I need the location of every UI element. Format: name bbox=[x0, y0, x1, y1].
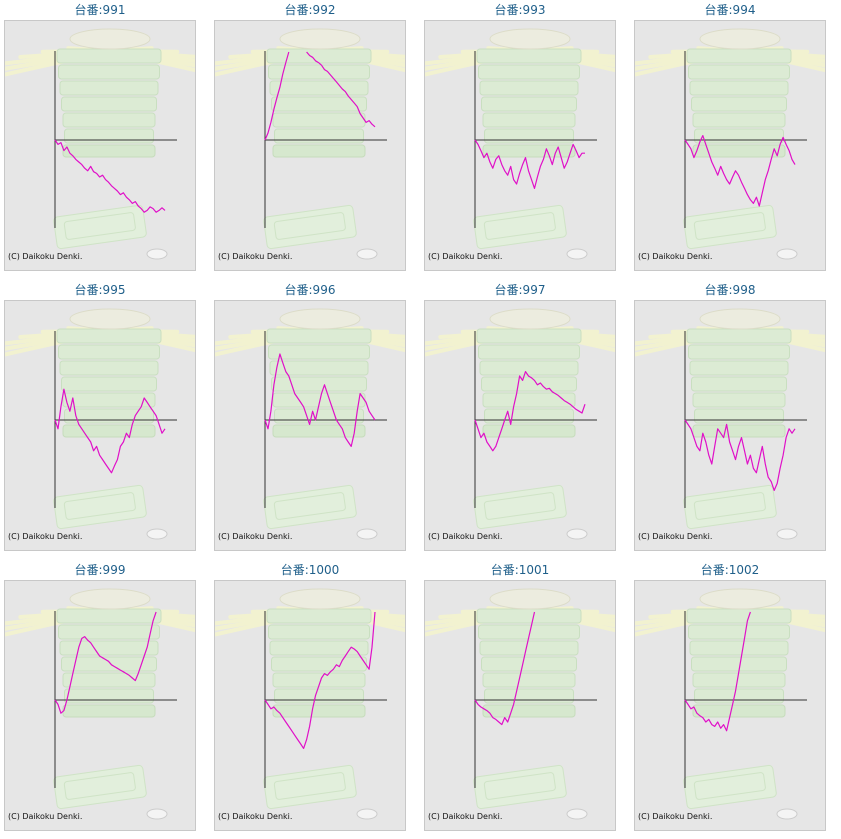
machine-number-title[interactable]: 台番:994 bbox=[704, 3, 756, 17]
slump-line bbox=[684, 611, 751, 732]
slump-line bbox=[264, 353, 376, 447]
copyright-text: (C) Daikoku Denki. bbox=[218, 532, 293, 541]
copyright-text: (C) Daikoku Denki. bbox=[8, 532, 83, 541]
machine-chart-1002: 台番:1002 (C) Daikoku Denki. bbox=[634, 560, 826, 831]
chart-panel: (C) Daikoku Denki. bbox=[634, 300, 826, 551]
machine-chart-994: 台番:994 (C) Daikoku Denki. bbox=[634, 0, 826, 271]
copyright-text: (C) Daikoku Denki. bbox=[638, 532, 713, 541]
slump-graph bbox=[5, 28, 195, 260]
slump-line bbox=[474, 370, 586, 452]
machine-illustration bbox=[5, 28, 195, 260]
slump-line bbox=[474, 611, 536, 726]
machine-chart-1001: 台番:1001 (C) Daikoku Denki. bbox=[424, 560, 616, 831]
machine-number-title[interactable]: 台番:992 bbox=[284, 3, 336, 17]
copyright-text: (C) Daikoku Denki. bbox=[428, 252, 503, 261]
copyright-text: (C) Daikoku Denki. bbox=[428, 532, 503, 541]
machine-illustration bbox=[635, 28, 825, 260]
chart-panel: (C) Daikoku Denki. bbox=[424, 580, 616, 831]
copyright-text: (C) Daikoku Denki. bbox=[8, 812, 83, 821]
machine-number-title[interactable]: 台番:998 bbox=[704, 283, 756, 297]
slump-graph bbox=[635, 588, 825, 820]
slump-line bbox=[54, 611, 157, 714]
chart-panel: (C) Daikoku Denki. bbox=[214, 580, 406, 831]
chart-panel: (C) Daikoku Denki. bbox=[424, 300, 616, 551]
machine-number-title[interactable]: 台番:995 bbox=[74, 283, 126, 297]
machine-chart-998: 台番:998 (C) Daikoku Denki. bbox=[634, 280, 826, 551]
chart-panel: (C) Daikoku Denki. bbox=[214, 20, 406, 271]
slump-line bbox=[264, 611, 376, 749]
slump-graph bbox=[635, 28, 825, 260]
chart-panel: (C) Daikoku Denki. bbox=[634, 580, 826, 831]
machine-illustration bbox=[5, 588, 195, 820]
machine-chart-997: 台番:997 (C) Daikoku Denki. bbox=[424, 280, 616, 551]
slump-graph bbox=[425, 308, 615, 540]
copyright-text: (C) Daikoku Denki. bbox=[8, 252, 83, 261]
machine-chart-992: 台番:992 (C) Daikoku Denki. bbox=[214, 0, 406, 271]
slump-graph bbox=[425, 28, 615, 260]
copyright-text: (C) Daikoku Denki. bbox=[638, 252, 713, 261]
chart-panel: (C) Daikoku Denki. bbox=[634, 20, 826, 271]
copyright-text: (C) Daikoku Denki. bbox=[218, 252, 293, 261]
slump-line bbox=[264, 51, 290, 141]
slump-graph bbox=[635, 308, 825, 540]
copyright-text: (C) Daikoku Denki. bbox=[428, 812, 503, 821]
machine-illustration bbox=[425, 588, 615, 820]
machine-number-title[interactable]: 台番:1001 bbox=[490, 563, 550, 577]
machine-illustration bbox=[215, 588, 405, 820]
machine-chart-996: 台番:996 (C) Daikoku Denki. bbox=[214, 280, 406, 551]
machine-number-title[interactable]: 台番:999 bbox=[74, 563, 126, 577]
machine-illustration bbox=[215, 28, 405, 260]
copyright-text: (C) Daikoku Denki. bbox=[638, 812, 713, 821]
chart-panel: (C) Daikoku Denki. bbox=[424, 20, 616, 271]
machine-number-title[interactable]: 台番:991 bbox=[74, 3, 126, 17]
slump-line bbox=[54, 139, 166, 213]
machine-chart-991: 台番:991 (C) Daikoku Denki. bbox=[4, 0, 196, 271]
slump-graph bbox=[215, 308, 405, 540]
machine-illustration bbox=[425, 28, 615, 260]
chart-panel: (C) Daikoku Denki. bbox=[4, 20, 196, 271]
chart-panel: (C) Daikoku Denki. bbox=[4, 580, 196, 831]
machine-chart-995: 台番:995 (C) Daikoku Denki. bbox=[4, 280, 196, 551]
chart-panel: (C) Daikoku Denki. bbox=[4, 300, 196, 551]
machine-chart-999: 台番:999 (C) Daikoku Denki. bbox=[4, 560, 196, 831]
machine-number-title[interactable]: 台番:993 bbox=[494, 3, 546, 17]
machine-illustration bbox=[635, 308, 825, 540]
slump-line bbox=[684, 134, 796, 207]
machine-number-title[interactable]: 台番:1002 bbox=[700, 563, 760, 577]
slump-line bbox=[684, 419, 796, 491]
machine-chart-993: 台番:993 (C) Daikoku Denki. bbox=[424, 0, 616, 271]
slump-graph bbox=[425, 588, 615, 820]
slump-line bbox=[474, 139, 585, 189]
machine-number-title[interactable]: 台番:996 bbox=[284, 283, 336, 297]
slump-line bbox=[306, 51, 376, 128]
machine-number-title[interactable]: 台番:997 bbox=[494, 283, 546, 297]
machine-chart-1000: 台番:1000 (C) Daikoku Denki. bbox=[214, 560, 406, 831]
machine-illustration bbox=[215, 308, 405, 540]
machine-illustration bbox=[5, 308, 195, 540]
slump-line bbox=[54, 388, 166, 474]
slump-graph bbox=[215, 28, 405, 260]
machine-illustration bbox=[635, 588, 825, 820]
machine-illustration bbox=[425, 308, 615, 540]
machine-number-title[interactable]: 台番:1000 bbox=[280, 563, 340, 577]
copyright-text: (C) Daikoku Denki. bbox=[218, 812, 293, 821]
slump-graph bbox=[215, 588, 405, 820]
slump-graph bbox=[5, 308, 195, 540]
chart-panel: (C) Daikoku Denki. bbox=[214, 300, 406, 551]
slump-graph bbox=[5, 588, 195, 820]
